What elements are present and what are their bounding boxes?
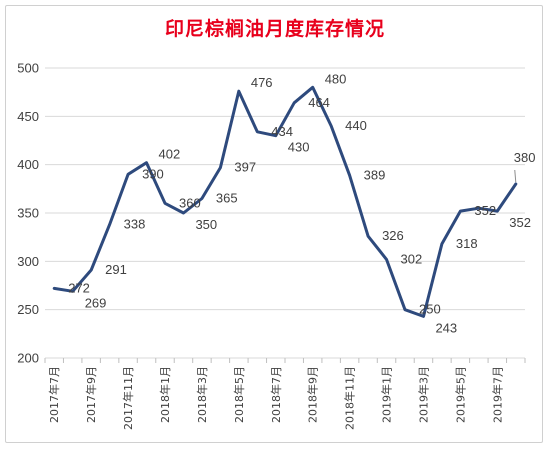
x-tick-label: 2019年1月 <box>380 366 394 423</box>
data-label: 350 <box>195 217 217 232</box>
x-tick-label: 2018年11月 <box>343 366 357 430</box>
x-tick-label: 2017年7月 <box>47 366 61 423</box>
data-label: 318 <box>456 236 478 251</box>
data-label: 464 <box>308 95 330 110</box>
data-label: 365 <box>216 191 238 206</box>
x-tick-label: 2018年5月 <box>232 366 246 423</box>
data-label: 390 <box>142 166 164 181</box>
x-tick-label: 2019年5月 <box>453 366 467 423</box>
gridlines <box>45 67 525 359</box>
y-tick-label: 450 <box>17 109 39 124</box>
data-label: 269 <box>85 295 107 310</box>
data-label: 434 <box>271 124 293 139</box>
data-label: 389 <box>364 167 386 182</box>
chart-title: 印尼棕榈油月度库存情况 <box>164 18 385 40</box>
y-tick-label: 300 <box>17 254 39 269</box>
data-label: 326 <box>382 228 404 243</box>
x-tick-label: 2017年11月 <box>121 366 135 430</box>
x-tick-labels: 2017年7月 2017年9月 2017年11月 2018年1月 2018年3月 2018… <box>44 358 526 430</box>
x-tick-label: 2018年3月 <box>195 366 209 423</box>
data-label: 352 <box>474 203 496 218</box>
data-label: 338 <box>124 217 146 232</box>
series-line <box>52 85 518 318</box>
data-label: 440 <box>345 118 367 133</box>
y-tick-label: 200 <box>17 351 39 366</box>
y-tick-label: 250 <box>17 302 39 317</box>
data-label: 380 <box>514 150 536 165</box>
data-label: 243 <box>435 320 457 335</box>
data-label: 250 <box>419 302 441 317</box>
data-label: 480 <box>325 71 347 86</box>
x-tick-label: 2018年9月 <box>306 366 320 423</box>
data-label: 291 <box>105 262 127 277</box>
data-label: 402 <box>159 147 181 162</box>
data-label: 272 <box>68 280 90 295</box>
data-label: 430 <box>288 140 310 155</box>
data-label: 360 <box>179 195 201 210</box>
x-tick-label: 2019年3月 <box>416 366 430 423</box>
y-tick-labels: 200 250 300 350 400 450 500 <box>17 61 39 366</box>
series-line-path <box>52 85 518 318</box>
data-label: 352 <box>509 215 531 230</box>
y-tick-label: 350 <box>17 206 39 221</box>
data-label: 397 <box>234 160 256 175</box>
x-tick-label: 2017年9月 <box>84 366 98 423</box>
data-label: 476 <box>251 75 273 90</box>
y-tick-label: 400 <box>17 157 39 172</box>
x-tick-label: 2019年7月 <box>490 366 504 423</box>
y-tick-label: 500 <box>17 61 39 76</box>
x-tick-label: 2018年7月 <box>269 366 283 423</box>
data-label: 302 <box>401 251 423 266</box>
x-tick-label: 2018年1月 <box>158 366 172 423</box>
label-leader-line <box>514 169 517 183</box>
